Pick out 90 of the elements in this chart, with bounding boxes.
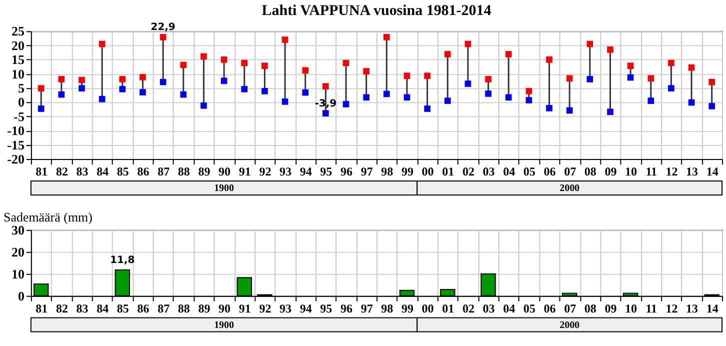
- annotation: 22,9: [150, 22, 176, 34]
- x-tick-label: 86: [137, 301, 150, 316]
- x-tick-label: 11: [646, 301, 658, 316]
- x-tick-label: 10: [625, 301, 638, 316]
- x-tick-label: 96: [340, 301, 352, 316]
- text: 2000: [560, 182, 580, 194]
- x-tick-label: 10: [625, 164, 638, 178]
- x-tick-label: 08: [584, 301, 596, 316]
- x-tick-label: 97: [360, 301, 373, 316]
- y-tick-label: -10: [7, 123, 24, 138]
- text: 1900: [214, 320, 234, 331]
- x-tick-label: 05: [523, 301, 536, 316]
- x-tick-label: 07: [564, 301, 576, 316]
- x-tick-label: 04: [503, 164, 516, 178]
- x-tick-label: 98: [381, 301, 394, 316]
- y-tick-label: -20: [7, 152, 24, 167]
- x-tick-label: 89: [198, 301, 210, 316]
- x-tick-label: 95: [320, 164, 332, 178]
- x-tick-label: 01: [442, 301, 454, 316]
- y-tick-label: 5: [18, 80, 25, 96]
- y-tick-label: 15: [12, 52, 25, 68]
- x-tick-label: 82: [56, 301, 68, 316]
- x-tick-label: 09: [604, 301, 617, 316]
- x-tick-label: 98: [381, 164, 394, 178]
- x-tick-label: 99: [401, 301, 414, 316]
- x-tick-label: 11: [646, 164, 658, 178]
- x-tick-label: 91: [238, 164, 251, 178]
- x-tick-label: 87: [158, 301, 170, 316]
- x-tick-label: 04: [503, 301, 516, 316]
- x-tick-label: 96: [340, 164, 352, 178]
- x-tick-label: 92: [259, 164, 272, 178]
- x-tick-label: 85: [116, 301, 129, 316]
- y-tick-label: 20: [12, 38, 24, 53]
- x-tick-label: 84: [96, 164, 109, 178]
- x-tick-label: 86: [137, 164, 150, 178]
- x-tick-label: 94: [300, 164, 312, 178]
- x-tick-label: 14: [706, 301, 718, 316]
- x-tick-label: 93: [280, 164, 292, 178]
- x-tick-label: 12: [666, 301, 678, 316]
- x-tick-label: 93: [280, 301, 292, 316]
- x-tick-label: 83: [76, 164, 88, 178]
- x-tick-label: 02: [462, 301, 474, 316]
- text: 2000: [560, 320, 580, 331]
- x-tick-label: 85: [116, 164, 129, 178]
- x-tick-label: 05: [523, 164, 536, 178]
- x-tick-label: 03: [482, 301, 495, 316]
- y-tick-label: 30: [12, 222, 24, 238]
- x-tick-label: 97: [360, 164, 373, 178]
- y-tick-label: 0: [18, 94, 24, 110]
- x-tick-label: 03: [482, 164, 495, 178]
- y-axis-title: Sademäärä (mm): [3, 209, 92, 224]
- y-tick-label: -15: [7, 137, 25, 152]
- x-tick-label: 90: [218, 301, 231, 316]
- x-tick-label: 95: [320, 301, 332, 316]
- x-tick-label: 08: [584, 164, 596, 178]
- y-tick-label: 10: [12, 66, 24, 82]
- x-tick-label: 91: [238, 301, 251, 316]
- x-tick-label: 02: [462, 164, 474, 178]
- x-tick-label: 99: [401, 164, 414, 178]
- x-tick-label: 07: [564, 164, 576, 178]
- x-tick-label: 84: [96, 301, 109, 316]
- annotation: 11,8: [110, 254, 135, 266]
- x-tick-label: 12: [666, 164, 678, 178]
- x-tick-label: 01: [442, 164, 454, 178]
- x-tick-label: 00: [422, 164, 434, 178]
- y-tick-label: 20: [12, 244, 24, 260]
- x-tick-label: 94: [300, 301, 312, 316]
- y-tick-label: 10: [12, 266, 24, 282]
- x-tick-label: 13: [686, 164, 698, 178]
- x-tick-label: 90: [218, 164, 231, 178]
- x-tick-label: 00: [422, 301, 434, 316]
- y-tick-label: 25: [12, 24, 25, 39]
- y-tick-label: 0: [18, 288, 24, 304]
- x-tick-label: 06: [544, 164, 556, 178]
- x-tick-label: 81: [36, 301, 48, 316]
- x-tick-label: 83: [76, 301, 88, 316]
- x-tick-label: 82: [56, 164, 68, 178]
- x-tick-label: 06: [544, 301, 556, 316]
- x-tick-label: 89: [198, 164, 210, 178]
- x-tick-label: 87: [158, 164, 170, 178]
- x-tick-label: 09: [604, 164, 617, 178]
- text: 1900: [214, 182, 234, 194]
- chart-title: Lahti VAPPUNA vuosina 1981-2014: [262, 3, 492, 20]
- x-tick-label: 13: [686, 301, 698, 316]
- x-tick-label: 88: [178, 164, 190, 178]
- x-tick-label: 14: [706, 164, 718, 178]
- y-tick-label: -5: [14, 108, 25, 124]
- x-tick-label: 92: [259, 301, 272, 316]
- x-tick-label: 81: [36, 164, 48, 178]
- x-tick-label: 88: [178, 301, 190, 316]
